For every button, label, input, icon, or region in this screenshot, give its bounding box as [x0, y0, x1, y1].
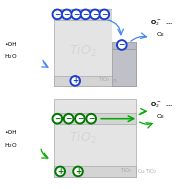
Text: TiO$_2$: TiO$_2$	[120, 166, 133, 175]
Text: O$_2^-$  ...: O$_2^-$ ...	[150, 19, 174, 28]
Text: •OH: •OH	[4, 130, 16, 135]
Circle shape	[92, 11, 98, 18]
Text: −: −	[65, 114, 72, 123]
FancyBboxPatch shape	[54, 9, 136, 86]
Circle shape	[55, 166, 65, 177]
Text: O$_2$: O$_2$	[156, 112, 165, 121]
Circle shape	[73, 11, 79, 18]
Circle shape	[64, 11, 70, 18]
Circle shape	[54, 115, 61, 122]
Text: −: −	[54, 114, 61, 123]
Text: •OH: •OH	[4, 42, 16, 47]
Circle shape	[117, 40, 127, 50]
Text: −: −	[119, 40, 125, 50]
Circle shape	[119, 42, 125, 48]
Circle shape	[70, 76, 80, 86]
Circle shape	[73, 166, 83, 177]
Circle shape	[75, 168, 81, 175]
Circle shape	[82, 11, 89, 18]
Text: −: −	[64, 10, 70, 19]
FancyBboxPatch shape	[54, 99, 136, 177]
FancyBboxPatch shape	[112, 42, 136, 49]
Text: −: −	[92, 10, 98, 19]
Circle shape	[65, 115, 72, 122]
FancyBboxPatch shape	[54, 76, 136, 86]
Circle shape	[72, 78, 78, 84]
Circle shape	[52, 9, 62, 19]
Circle shape	[57, 168, 63, 175]
Circle shape	[99, 9, 109, 19]
Text: Cu·TiO$_2$: Cu·TiO$_2$	[137, 167, 157, 176]
Circle shape	[62, 9, 72, 19]
Text: −: −	[73, 10, 79, 19]
Text: −: −	[77, 114, 83, 123]
Text: O$_2$: O$_2$	[156, 30, 165, 40]
Text: H$_2$O: H$_2$O	[4, 52, 17, 61]
FancyBboxPatch shape	[54, 166, 136, 177]
Circle shape	[80, 9, 91, 19]
Circle shape	[86, 114, 96, 124]
FancyBboxPatch shape	[112, 49, 136, 86]
Text: +: +	[57, 167, 63, 176]
Text: Pt: Pt	[113, 80, 118, 84]
FancyBboxPatch shape	[54, 113, 136, 124]
Text: TiO$_2$: TiO$_2$	[69, 130, 96, 146]
Circle shape	[52, 114, 62, 124]
Circle shape	[101, 11, 108, 18]
Circle shape	[75, 114, 85, 124]
Text: +: +	[75, 167, 81, 176]
Text: O$_2^-$  ...: O$_2^-$ ...	[150, 100, 174, 110]
Circle shape	[90, 9, 100, 19]
Text: TiO$_2$: TiO$_2$	[98, 76, 111, 84]
Text: TiO$_2$: TiO$_2$	[69, 43, 96, 59]
FancyBboxPatch shape	[112, 9, 138, 42]
Text: −: −	[88, 114, 94, 123]
Circle shape	[71, 9, 81, 19]
Circle shape	[54, 11, 61, 18]
Circle shape	[88, 115, 94, 122]
Text: −: −	[101, 10, 108, 19]
Text: −: −	[82, 10, 89, 19]
FancyBboxPatch shape	[54, 9, 136, 20]
Circle shape	[77, 115, 83, 122]
Text: +: +	[72, 76, 78, 85]
Text: −: −	[54, 10, 61, 19]
Text: H$_2$O: H$_2$O	[4, 141, 17, 150]
Circle shape	[64, 114, 74, 124]
